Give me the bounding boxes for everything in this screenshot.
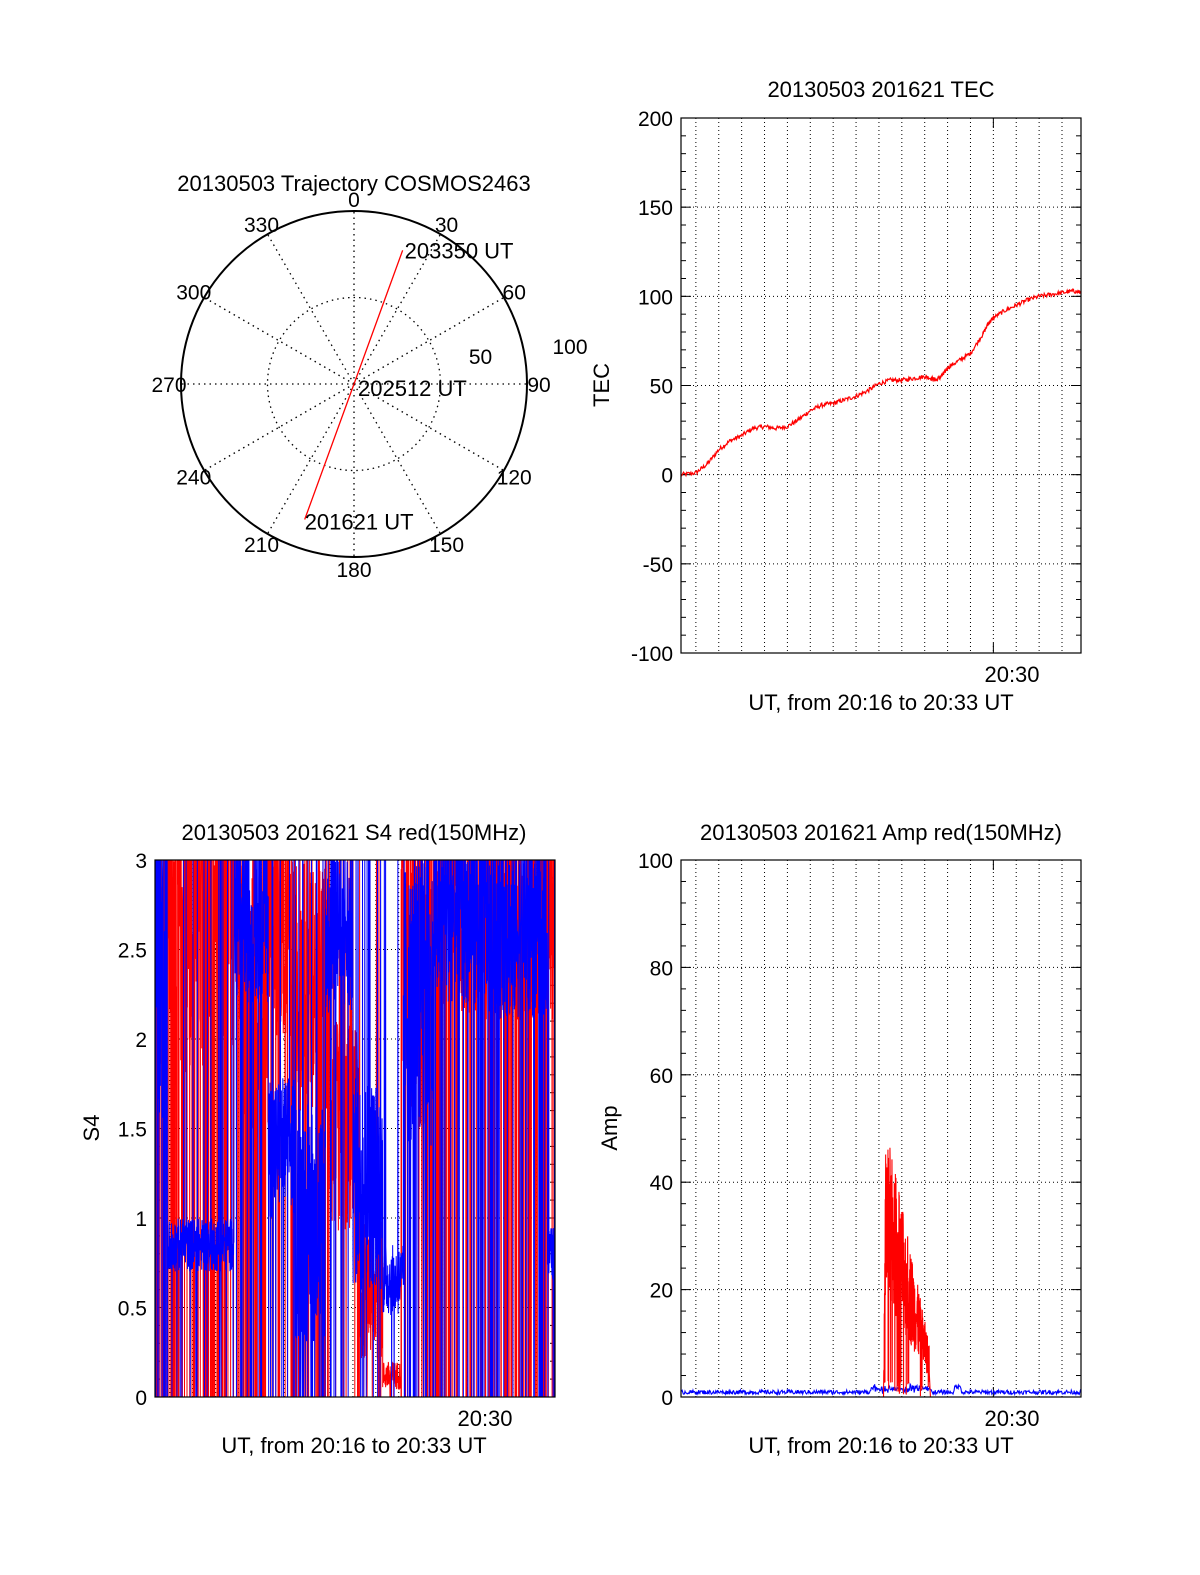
s4-xlabel: UT, from 20:16 to 20:33 UT — [221, 1433, 486, 1458]
amp-title: 20130503 201621 Amp red(150MHz) — [700, 820, 1062, 845]
amp-ytick-label: 80 — [650, 957, 673, 980]
trajectory-polar-panel: 20130503 Trajectory COSMOS2463 0 30 60 90 12… — [151, 171, 587, 582]
amp-ytick-label: 0 — [661, 1387, 673, 1410]
polar-azimuth-label: 330 — [244, 214, 279, 237]
polar-spoke — [266, 383, 355, 535]
polar-inner-circle — [266, 296, 442, 472]
amp-ytick-label: 20 — [650, 1280, 673, 1303]
s4-title: 20130503 201621 S4 red(150MHz) — [182, 820, 527, 845]
amp-panel: 20130503 201621 Amp red(150MHz) UT, from… — [597, 820, 1082, 1458]
polar-azimuth-label: 120 — [497, 467, 532, 490]
polar-azimuth-label: 0 — [348, 189, 360, 212]
polar-spoke — [203, 383, 355, 472]
tec-ylabel: TEC — [589, 363, 614, 407]
s4-ytick-label: 0.5 — [118, 1298, 147, 1321]
amp-plot-border — [680, 859, 1082, 1398]
tec-ytick-label: 200 — [638, 108, 673, 131]
s4-ytick-label: 1.5 — [118, 1119, 147, 1142]
amp-red-series — [876, 1147, 931, 1398]
polar-azimuth-label: 90 — [527, 374, 550, 397]
tec-ytick-label: 0 — [661, 465, 673, 488]
polar-azimuth-labels: 0 30 60 90 120 150 180 210 240 270 300 330 50 100 — [151, 189, 587, 582]
amp-blue-series — [680, 1382, 1082, 1397]
polar-spoke — [353, 383, 442, 535]
polar-spoke — [353, 383, 505, 472]
s4-panel: 20130503 201621 S4 red(150MHz) UT, from … — [79, 820, 556, 1458]
s4-blue-series — [155, 860, 555, 1397]
polar-spoke — [266, 233, 355, 385]
tec-plot-area: -100 -50 0 50 100 150 200 — [631, 108, 1082, 666]
trajectory-title: 20130503 Trajectory COSMOS2463 — [177, 171, 530, 196]
s4-ytick-label: 1 — [135, 1208, 147, 1231]
amp-ytick-label: 40 — [650, 1172, 673, 1195]
polar-azimuth-label: 270 — [151, 374, 186, 397]
polar-azimuth-label: 240 — [176, 467, 211, 490]
polar-radial-label: 50 — [469, 346, 492, 369]
polar-azimuth-label: 60 — [503, 282, 526, 305]
tec-xtick-label: 20:30 — [984, 662, 1039, 687]
trajectory-time-label: 201621 UT — [305, 509, 414, 534]
amp-xtick-label: 20:30 — [984, 1406, 1039, 1431]
tec-title: 20130503 201621 TEC — [767, 77, 994, 102]
trajectory-line — [304, 250, 404, 520]
polar-azimuth-label: 30 — [435, 214, 458, 237]
amp-ytick-label: 60 — [650, 1065, 673, 1088]
amp-ylabel: Amp — [597, 1105, 622, 1150]
s4-ylabel: S4 — [79, 1115, 104, 1142]
polar-azimuth-label: 150 — [429, 534, 464, 557]
amp-ytick-label: 100 — [638, 850, 673, 873]
s4-ytick-label: 2 — [135, 1029, 147, 1052]
tec-series-line — [680, 288, 1082, 478]
polar-azimuth-label: 300 — [176, 282, 211, 305]
tec-ytick-label: 50 — [650, 376, 673, 399]
amp-xlabel: UT, from 20:16 to 20:33 UT — [748, 1433, 1013, 1458]
s4-xtick-label: 20:30 — [457, 1406, 512, 1431]
trajectory-time-label: 203350 UT — [405, 238, 514, 263]
tec-panel: 20130503 201621 TEC UT, from 20:16 to 20… — [589, 77, 1082, 715]
s4-ytick-label: 3 — [135, 850, 147, 873]
tec-ytick-label: 150 — [638, 197, 673, 220]
tec-ytick-label: -50 — [643, 554, 673, 577]
s4-ytick-label: 0 — [135, 1387, 147, 1410]
s4-plot-border — [154, 859, 556, 1398]
tec-xlabel: UT, from 20:16 to 20:33 UT — [748, 690, 1013, 715]
s4-ytick-label: 2.5 — [118, 940, 147, 963]
tec-plot-border — [680, 117, 1082, 654]
amp-plot-area: 0 20 40 60 80 100 — [638, 850, 1082, 1410]
polar-radial-label: 100 — [552, 336, 587, 359]
polar-azimuth-label: 210 — [244, 534, 279, 557]
s4-plot-area: 0 0.5 1 1.5 2 2.5 3 — [118, 850, 556, 1410]
polar-azimuth-label: 180 — [336, 559, 371, 582]
trajectory-time-label: 202512 UT — [358, 376, 467, 401]
polar-spoke — [353, 233, 442, 385]
tec-ytick-label: 100 — [638, 286, 673, 309]
polar-spoke — [203, 296, 355, 385]
trajectory-track: 201621 UT 202512 UT 203350 UT — [304, 238, 514, 534]
polar-grid — [180, 210, 528, 558]
polar-spoke — [353, 296, 505, 385]
tec-ytick-label: -100 — [631, 643, 673, 666]
polar-outer-circle — [180, 210, 528, 558]
